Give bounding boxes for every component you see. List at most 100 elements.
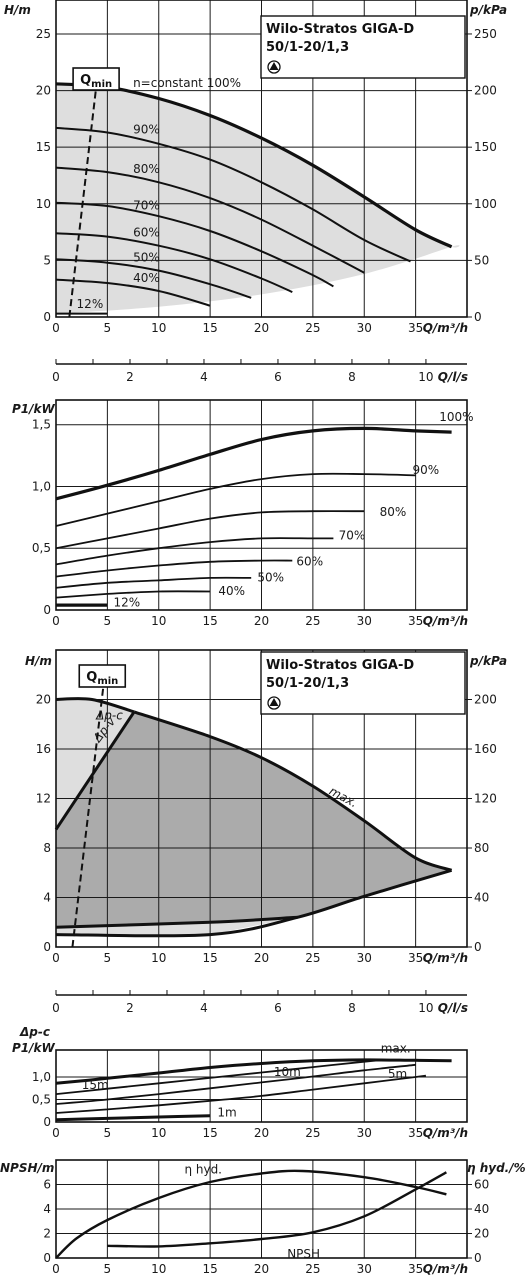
series-label: 60% (133, 226, 160, 240)
x-tick-label: 25 (305, 321, 320, 335)
y-tick-label: 0 (43, 310, 51, 324)
x-tick-label: 15 (202, 614, 217, 628)
y-tick-label: 4 (43, 1202, 51, 1216)
series-label: 12% (114, 595, 141, 609)
axis-qaxis2: 0 2 4 6 8 10 Q/l/s (52, 990, 468, 1015)
series-npsh-line (107, 1171, 447, 1248)
series-50%-line (55, 576, 252, 589)
x-tick-label: 10 (151, 1262, 166, 1276)
y2-tick-label: 150 (474, 140, 497, 154)
y2-axis-label: η hyd./% (467, 1161, 525, 1175)
y-tick-label: 12 (36, 792, 51, 806)
series-100%-line (55, 82, 453, 249)
y-axis-label: P1/kW (12, 1041, 56, 1055)
series-label: NPSH (287, 1247, 320, 1261)
chart-title: Wilo-Stratos GIGA-D (266, 658, 414, 673)
y2-tick-label: 160 (474, 742, 497, 756)
series-10m-line (55, 1063, 416, 1105)
chart-p1b: 0 5 10 15 20 25 30 35 0 0,5 1,0 Q/m³/h Δp-c P1/kW max.… (12, 1025, 468, 1140)
y-tick-label: 15 (36, 140, 51, 154)
y-tick-label: 6 (43, 1178, 51, 1192)
y2-tick-label: 80 (474, 841, 489, 855)
y2-tick-label: 0 (474, 940, 482, 954)
x-tick-label: 20 (254, 951, 269, 965)
direction-arrow-icon (269, 698, 279, 706)
x-tick-label: 30 (357, 321, 372, 335)
x-tick-label: 20 (254, 321, 269, 335)
q-axis-tick-label: 4 (200, 370, 208, 384)
series-minhigh-line (55, 915, 298, 929)
x-tick-label: 35 (408, 951, 423, 965)
series-label: max. (381, 1041, 411, 1055)
y2-tick-label: 40 (474, 891, 489, 905)
y2-tick-label: 200 (474, 693, 497, 707)
x-tick-label: 20 (254, 1126, 269, 1140)
title-box (260, 15, 466, 79)
x-tick-label: 25 (305, 951, 320, 965)
x-tick-label: 0 (52, 614, 60, 628)
y2-tick-label: 50 (474, 253, 489, 267)
y2-tick-label: 200 (474, 84, 497, 98)
title-box (260, 651, 466, 715)
series-label: 80% (133, 162, 160, 176)
y-axis-label: H/m (25, 654, 52, 668)
y-axis-label: NPSH/m (0, 1161, 54, 1175)
plot-frame (55, 649, 468, 948)
series-5m-line (55, 1074, 427, 1114)
operating-region (56, 83, 460, 314)
x-tick-label: 15 (202, 951, 217, 965)
x-tick-label: 0 (52, 1126, 60, 1140)
y-tick-label: 0 (43, 940, 51, 954)
y2-tick-label: 100 (474, 197, 497, 211)
series-label: 80% (380, 505, 407, 519)
region-dpv (56, 711, 452, 928)
series-label: 50% (257, 571, 284, 585)
x-tick-label: 10 (151, 321, 166, 335)
x-tick-label: 35 (408, 1262, 423, 1276)
x-tick-label: 10 (151, 951, 166, 965)
x-tick-label: 15 (202, 1126, 217, 1140)
x-tick-label: 10 (151, 1126, 166, 1140)
series-70%-line (55, 201, 334, 288)
q-axis-tick-label: 8 (348, 1001, 356, 1015)
direction-arrow-icon (269, 62, 279, 70)
y-tick-label: 20 (36, 84, 51, 98)
x-tick-label: 35 (408, 614, 423, 628)
dpc-label: Δp-c (95, 708, 123, 722)
q-axis-tick-label: 0 (52, 370, 60, 384)
plot-frame (55, 0, 468, 318)
series-label: 1m (217, 1106, 236, 1120)
series-90%-line (55, 472, 416, 527)
q-axis-tick-label: 2 (126, 370, 134, 384)
series-60%-line (55, 232, 293, 294)
q-axis-tick-label: 6 (274, 370, 282, 384)
series-label: 5m (388, 1067, 407, 1081)
y-tick-label: 2 (43, 1227, 51, 1241)
q-axis-tick-label: 10 (418, 1001, 433, 1015)
series-80%-line (55, 510, 365, 550)
y2-tick-label: 0 (474, 1251, 482, 1265)
q-axis-tick-label: 0 (52, 1001, 60, 1015)
series-max-line (55, 1058, 452, 1085)
y-tick-label: 1,0 (32, 479, 51, 493)
series-70%-line (55, 537, 334, 566)
x-tick-label: 30 (357, 614, 372, 628)
y2-tick-label: 40 (474, 1202, 489, 1216)
y2-axis-label: p/kPa (469, 654, 507, 668)
series-100%-line (55, 426, 452, 501)
y-tick-label: 0 (43, 1251, 51, 1265)
qmin-box (78, 664, 127, 688)
x-tick-label: 25 (305, 1126, 320, 1140)
x-axis-label: Q/m³/h (423, 614, 468, 628)
x-axis-label: Q/m³/h (423, 1262, 468, 1276)
series-80%-line (55, 166, 365, 274)
y-tick-label: 16 (36, 742, 51, 756)
y2-tick-label: 60 (474, 1178, 489, 1192)
series-label: 40% (218, 584, 245, 598)
y-tick-label: 5 (43, 253, 51, 267)
series-pv-line (54, 711, 136, 831)
series-label: 12% (77, 297, 104, 311)
series-label: n=constant 100% (133, 76, 241, 90)
series-label: 70% (339, 529, 366, 543)
